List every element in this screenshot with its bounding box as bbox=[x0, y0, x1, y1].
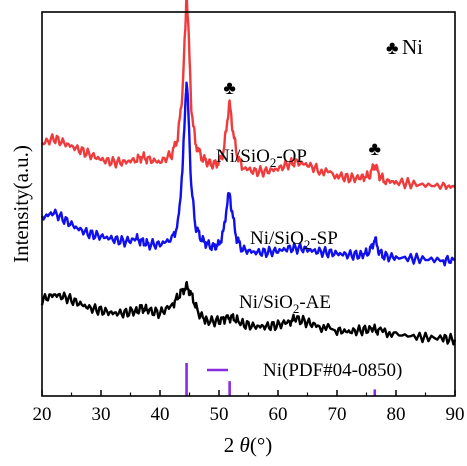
y-axis-label: Intensity(a.u.) bbox=[9, 145, 33, 263]
x-tick-label-40: 40 bbox=[151, 404, 170, 425]
legend-symbol: ♣ bbox=[386, 38, 398, 59]
series-line-1 bbox=[41, 0, 456, 191]
reference-sticks bbox=[185, 363, 377, 396]
x-tick-label-20: 20 bbox=[33, 404, 52, 425]
x-tick-label-30: 30 bbox=[92, 404, 111, 425]
series-label-sp: Ni/SiO2-SP bbox=[250, 228, 338, 252]
series-label-ae: Ni/SiO2-AE bbox=[239, 292, 331, 316]
x-axis-label: 2 θ(°) bbox=[224, 433, 272, 457]
x-tick-label-90: 90 bbox=[446, 404, 465, 425]
x-tick-label-70: 70 bbox=[328, 404, 347, 425]
series-line-3 bbox=[40, 280, 457, 346]
plot-frame bbox=[41, 11, 456, 397]
series-line-2 bbox=[40, 81, 456, 267]
reference-label: Ni(PDF#04-0850) bbox=[263, 360, 402, 381]
x-axis-ticks: 20 30 40 50 60 70 80 90 bbox=[33, 390, 465, 425]
series-traces bbox=[40, 0, 457, 346]
peak-marker-3: ♣ bbox=[369, 139, 381, 160]
series-label-op: Ni/SiO2-OP bbox=[216, 146, 307, 170]
legend-label: Ni bbox=[402, 35, 423, 59]
x-tick-label-80: 80 bbox=[387, 404, 406, 425]
x-tick-label-60: 60 bbox=[269, 404, 288, 425]
peak-marker-2: ♣ bbox=[223, 78, 235, 99]
peak-markers: ♣♣♣ bbox=[223, 78, 381, 160]
x-tick-label-50: 50 bbox=[210, 404, 229, 425]
